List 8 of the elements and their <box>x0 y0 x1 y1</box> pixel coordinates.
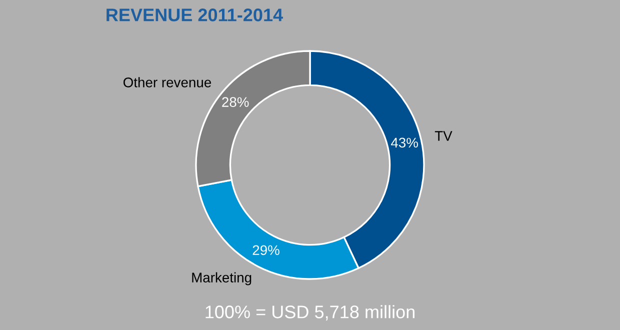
text: 100% = USD 5,718 million <box>206 305 414 320</box>
slice-label: Marketing <box>192 272 252 286</box>
slice-label: TV <box>434 131 452 141</box>
data-label: 29% <box>252 245 280 256</box>
data-label: 43% <box>390 138 418 148</box>
slice-label: Other revenue <box>124 77 212 88</box>
chart-title: REVENUE 2011-2014 <box>106 8 283 22</box>
data-label: 28% <box>222 97 249 107</box>
